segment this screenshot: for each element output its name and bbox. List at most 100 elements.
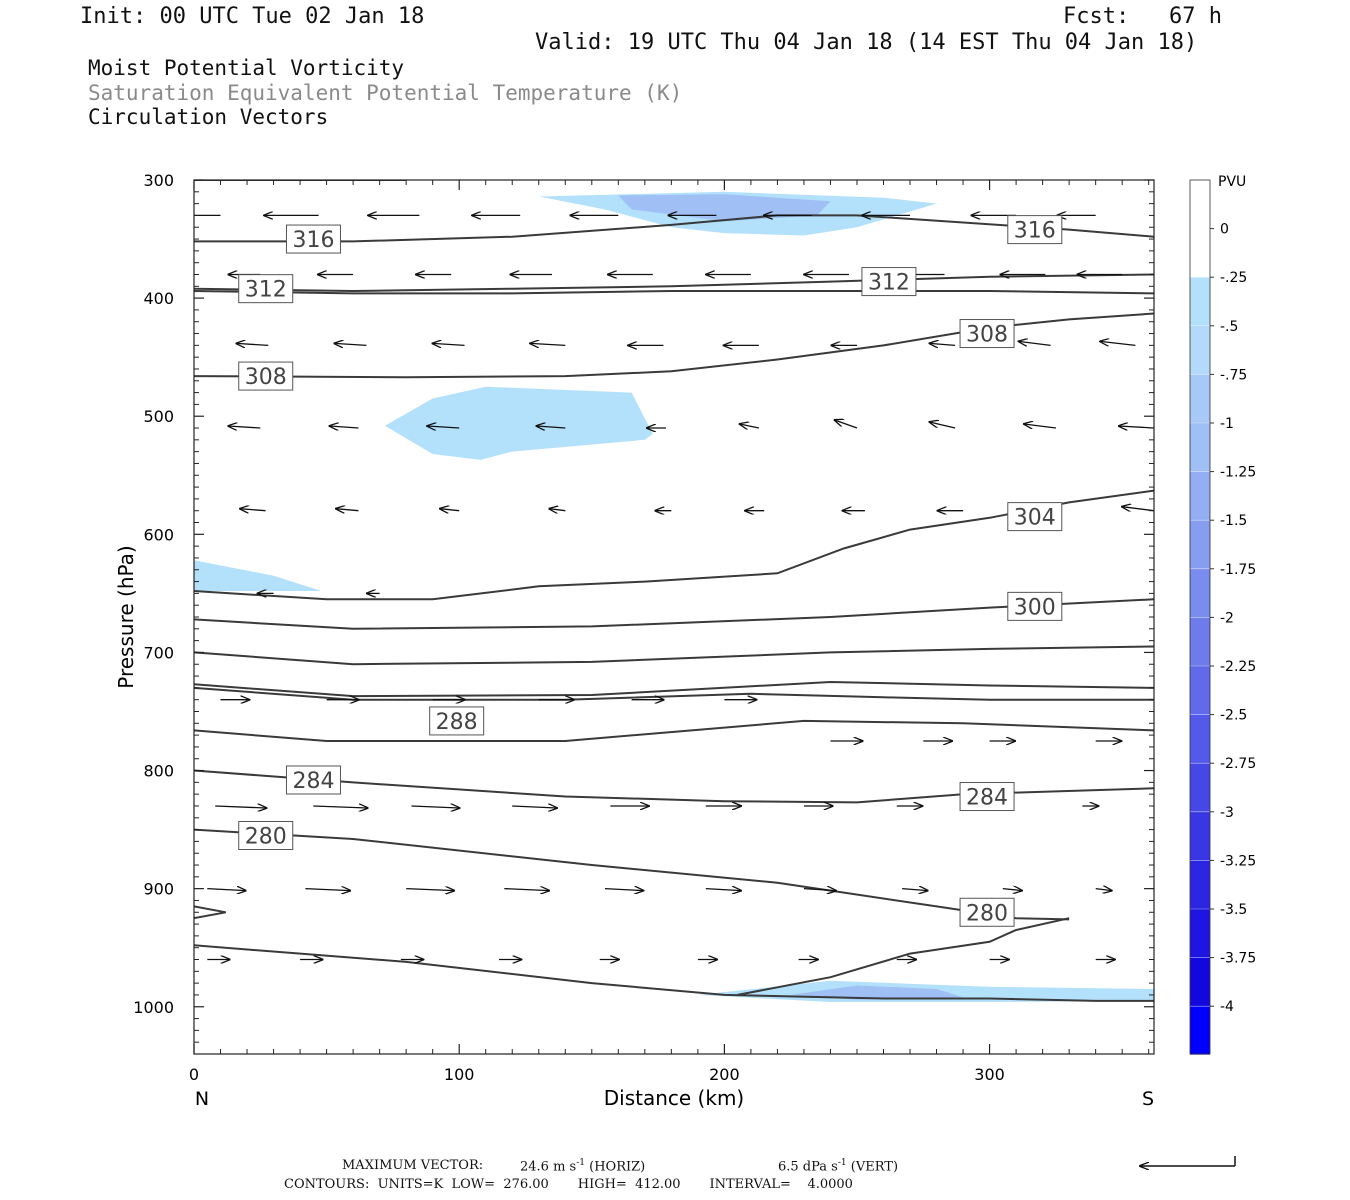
theta-contour-3 (194, 290, 1154, 295)
field-title-mpv: Moist Potential Vorticity (88, 56, 405, 80)
pv-region-3 (194, 560, 322, 591)
vector-arrow (440, 509, 460, 511)
contour-label-text: 316 (1014, 219, 1056, 244)
contour-info: CONTOURS: UNITS=K LOW= 276.00 HIGH= 412.… (284, 1177, 853, 1192)
vector-arrow (313, 806, 367, 808)
vector-arrow (207, 889, 245, 891)
vector-arrow (835, 420, 858, 429)
theta-contour-4 (194, 312, 1154, 379)
vector-arrow (902, 889, 928, 891)
colorbar-title: PVU (1218, 174, 1246, 190)
contour-label: 304 (1007, 502, 1063, 532)
vector-arrow (1119, 426, 1154, 428)
colorbar-swatch (1190, 763, 1210, 812)
theta-contour-8 (194, 680, 1154, 698)
colorbar-swatch (1190, 520, 1210, 569)
vector-arrow (427, 426, 460, 428)
contour-label-text: 288 (436, 710, 478, 735)
colorbar-swatch (1190, 277, 1210, 326)
colorbar-label: -.75 (1220, 367, 1247, 383)
vector-arrow (549, 509, 566, 511)
contour-label-box (285, 224, 341, 254)
contour-label-text: 284 (292, 769, 334, 794)
field-title-theta: Saturation Equivalent Potential Temperat… (88, 81, 683, 105)
theta-contour-2 (194, 273, 1154, 293)
pv-region-5 (790, 985, 964, 1000)
contour-label-text: 304 (1014, 506, 1056, 531)
contour-label-box (238, 361, 294, 391)
vector-arrow (240, 509, 266, 511)
vector-arrow (305, 889, 350, 891)
colorbar-label: 0 (1220, 222, 1229, 238)
y-axis-title: Pressure (hPa) (114, 545, 138, 688)
colorbar-label: -4 (1220, 999, 1234, 1015)
contour-label-box (959, 897, 1015, 927)
vector-arrow (504, 889, 549, 891)
theta-contour-7 (194, 645, 1154, 666)
y-tick-label: 500 (143, 407, 174, 426)
y-tick-label: 1000 (133, 998, 174, 1017)
vector-arrow (604, 889, 643, 891)
x-tick-label: 0 (189, 1065, 199, 1084)
colorbar-swatch (1190, 909, 1210, 958)
y-tick-label: 900 (143, 880, 174, 899)
contour-label-text: 316 (292, 228, 334, 253)
colorbar-label: -2 (1220, 610, 1234, 626)
contour-label-box (1007, 591, 1063, 621)
contour-label-text: 312 (245, 278, 287, 303)
colorbar-swatch (1190, 423, 1210, 472)
y-tick-label: 600 (143, 525, 174, 544)
vector-arrow (537, 426, 566, 428)
colorbar-swatch (1190, 471, 1210, 521)
vector-arrow (411, 806, 460, 808)
contour-label-text: 308 (966, 323, 1008, 348)
y-tick-label: 700 (143, 643, 174, 662)
contour-label: 280 (238, 821, 294, 850)
colorbar-label: -2.5 (1220, 708, 1247, 724)
theta-contours (194, 180, 1154, 1002)
x-end-label-north: N (195, 1088, 209, 1110)
colorbar-label: -1.5 (1220, 513, 1247, 529)
vector-arrow (228, 426, 261, 428)
contour-label-box (238, 274, 294, 304)
vector-arrow (330, 426, 359, 428)
colorbar-swatch (1190, 617, 1210, 666)
vector-arrow (1100, 341, 1136, 345)
contour-label: 284 (959, 782, 1015, 812)
colorbar-label: -1.75 (1220, 562, 1256, 578)
max-vector-horiz: 24.6 m s-1 (HORIZ) (520, 1158, 646, 1175)
colorbar-label: -3.25 (1220, 853, 1256, 869)
contour-label-text: 312 (868, 271, 910, 296)
vector-arrow (930, 343, 956, 345)
contour-label-box (1007, 215, 1063, 245)
contour-label-box (959, 782, 1015, 812)
colorbar-label: -2.75 (1220, 756, 1256, 772)
colorbar-label: -3.75 (1220, 951, 1256, 967)
contour-label: 284 (285, 765, 341, 795)
contour-label-text: 284 (966, 786, 1008, 811)
colorbar-swatch (1190, 666, 1210, 715)
forecast-hour: Fcst: 67 h (1063, 4, 1222, 29)
theta-contour-15 (737, 917, 1070, 996)
contour-label: 300 (1007, 591, 1063, 621)
theta-contour-14 (194, 944, 1154, 1002)
colorbar-label: -3.5 (1220, 902, 1247, 918)
vector-arrow (1002, 889, 1022, 891)
vector-arrow (530, 343, 566, 345)
pv-region-2 (384, 386, 653, 460)
vector-arrow (336, 509, 359, 511)
vector-arrow (512, 806, 557, 808)
x-axis-title: Distance (km) (604, 1086, 744, 1110)
vector-arrow (740, 424, 760, 428)
colorbar-label: -3 (1220, 805, 1234, 821)
vector-arrow (1122, 507, 1154, 511)
vector-arrow (215, 806, 266, 808)
theta-contour-10 (194, 719, 1154, 742)
contour-label-box (429, 706, 485, 736)
contour-label-box (238, 821, 294, 850)
colorbar-swatch (1190, 957, 1210, 1007)
vector-arrow (1095, 889, 1112, 891)
contour-label: 312 (861, 267, 917, 297)
max-vector-vert: 6.5 dPa s-1 (VERT) (778, 1158, 899, 1175)
